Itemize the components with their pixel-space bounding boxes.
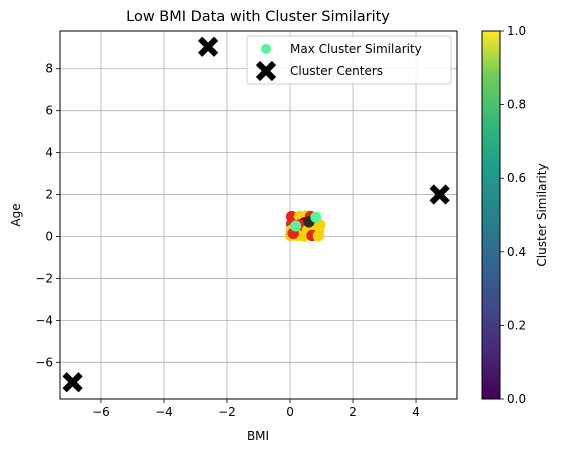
x-tick-label: −6 <box>92 405 110 419</box>
x-axis-label: BMI <box>247 429 269 443</box>
legend-marker-max-similarity <box>261 44 271 54</box>
y-tick-label: −2 <box>35 271 53 285</box>
gridlines <box>60 31 457 399</box>
y-axis-ticks: −6 −4 −2 0 2 4 6 8 <box>35 62 60 369</box>
cross-stroke <box>255 60 277 82</box>
y-tick-label: 2 <box>45 188 53 202</box>
cluster-centers <box>62 36 450 393</box>
legend-box <box>246 35 452 85</box>
colorbar-tick-label: 1.0 <box>507 24 526 38</box>
colorbar-gradient <box>481 30 501 400</box>
colorbar-label: Cluster Similarity <box>535 163 549 266</box>
cross-stroke <box>62 372 83 393</box>
y-tick-label: 6 <box>45 104 53 118</box>
x-tick-label: −2 <box>218 405 236 419</box>
colorbar-tick-label: 0.4 <box>507 245 526 259</box>
chart-title: Low BMI Data with Cluster Similarity <box>126 9 390 25</box>
y-tick-label: 0 <box>45 229 53 243</box>
y-tick-label: 4 <box>45 146 53 160</box>
y-tick-label: −4 <box>35 313 53 327</box>
x-tick-label: 0 <box>286 405 294 419</box>
colorbar-ticks: 0.0 0.2 0.4 0.6 0.8 1.0 <box>500 24 526 406</box>
colorbar-tick-label: 0.8 <box>507 98 526 112</box>
x-tick-label: −4 <box>155 405 173 419</box>
colorbar-tick-label: 0.0 <box>507 392 526 406</box>
data-points <box>284 210 326 242</box>
x-tick-label: 4 <box>412 405 420 419</box>
legend-cross-marker <box>255 60 277 82</box>
y-tick-label: −6 <box>35 355 53 369</box>
legend-label-cluster-centers: Cluster Centers <box>290 64 383 78</box>
plot-frame <box>59 30 458 400</box>
colorbar: 0.0 0.2 0.4 0.6 0.8 1.0 Cluster Similarity <box>481 24 549 406</box>
legend: Max Cluster Similarity Cluster Centers <box>246 35 452 85</box>
cross-stroke <box>429 184 450 205</box>
y-axis-label: Age <box>9 203 23 226</box>
cluster-center-marker <box>429 184 450 205</box>
max-similarity-point <box>290 220 302 232</box>
y-tick-label: 8 <box>45 62 53 76</box>
legend-marker-cluster-centers <box>255 60 277 82</box>
colorbar-tick-label: 0.6 <box>507 171 526 185</box>
colorbar-tick-label: 0.2 <box>507 318 526 332</box>
x-tick-label: 2 <box>349 405 357 419</box>
x-axis-ticks: −6 −4 −2 0 2 4 <box>92 399 420 419</box>
cross-stroke <box>197 36 219 57</box>
cluster-center-marker <box>62 372 83 393</box>
legend-label-max-similarity: Max Cluster Similarity <box>290 42 422 56</box>
cluster-point <box>312 230 325 242</box>
cluster-center-marker <box>197 36 219 57</box>
max-similarity-point <box>310 211 322 223</box>
